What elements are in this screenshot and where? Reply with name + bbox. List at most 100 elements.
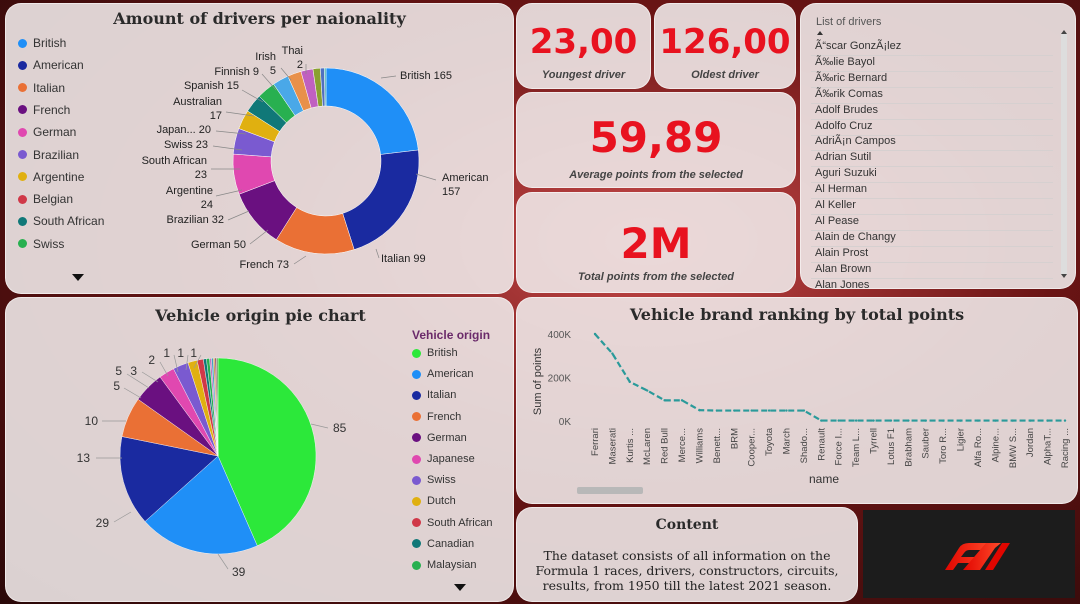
legend-item-italian[interactable]: Italian <box>18 81 65 95</box>
vehicle-legend-item-south-african[interactable]: South African <box>412 517 492 529</box>
ranking-point[interactable] <box>837 419 840 422</box>
ranking-point[interactable] <box>680 399 684 402</box>
ranking-point[interactable] <box>1028 419 1032 422</box>
horizontal-scrollbar[interactable] <box>577 487 643 494</box>
legend-item-brazilian[interactable]: Brazilian <box>18 148 79 162</box>
driver-list-item[interactable]: Al Herman <box>811 183 1053 200</box>
vehicle-legend-item-italian[interactable]: Italian <box>412 389 456 401</box>
leader-line <box>185 354 189 371</box>
legend-item-south-african[interactable]: South African <box>18 214 104 228</box>
ranking-point[interactable] <box>854 419 858 422</box>
vehicle-legend-item-japanese[interactable]: Japanese <box>412 453 475 465</box>
vehicle-pie-card: Vehicle origin pie chart Vehicle origin … <box>5 297 514 602</box>
driver-list-item[interactable]: Adolf Brudes <box>811 104 1053 120</box>
driver-list-item[interactable]: Al Keller <box>811 199 1053 215</box>
vehicle-legend-item-dutch[interactable]: Dutch <box>412 495 456 507</box>
ranking-point[interactable] <box>767 409 771 412</box>
ranking-point[interactable] <box>941 419 945 422</box>
leader-line <box>375 248 380 259</box>
driver-list-item[interactable]: Ã‰ric Bernard <box>811 72 1053 88</box>
ranking-point[interactable] <box>889 419 893 422</box>
driver-list-item[interactable]: Ã‰lie Bayol <box>811 56 1053 72</box>
driver-list-item[interactable]: AdriÃ¡n Campos <box>811 135 1053 152</box>
leader-line <box>241 89 264 103</box>
pie-data-label: 10 <box>85 414 99 428</box>
ranking-point[interactable] <box>959 419 962 422</box>
vehicle-legend-item-malaysian[interactable]: Malaysian <box>412 559 477 571</box>
ranking-point[interactable] <box>611 352 614 355</box>
ranking-point[interactable] <box>872 419 875 422</box>
ranking-series-line[interactable] <box>594 333 1065 422</box>
legend-label: South African <box>427 516 493 529</box>
ranking-point[interactable] <box>976 419 980 422</box>
ranking-point[interactable] <box>663 399 666 402</box>
donut-data-label: 23 <box>195 169 207 181</box>
driver-list-item[interactable]: Alan Jones <box>811 279 1053 289</box>
donut-slice-american[interactable] <box>342 149 420 250</box>
legend-item-french[interactable]: French <box>18 103 70 117</box>
driver-list-item[interactable]: Adrian Sutil <box>811 151 1053 168</box>
driver-list-item[interactable]: Aguri Suzuki <box>811 167 1053 184</box>
driver-list-item[interactable]: Ã“scar GonzÃ¡lez <box>811 40 1053 56</box>
x-tick-label: Alfa Ro... <box>973 428 984 467</box>
pie-slice-british[interactable] <box>217 357 317 547</box>
ranking-point[interactable] <box>1011 419 1014 422</box>
pie-slice-american[interactable] <box>144 455 258 555</box>
list-scrollbar[interactable] <box>1061 30 1067 278</box>
legend-item-belgian[interactable]: Belgian <box>18 192 73 206</box>
legend-item-british[interactable]: British <box>18 36 66 50</box>
pie-slice-other[interactable] <box>216 357 219 457</box>
legend-item-swiss[interactable]: Swiss <box>18 237 64 251</box>
x-tick-label: Shado... <box>799 428 810 463</box>
ranking-point[interactable] <box>698 408 701 412</box>
vehicle-legend-title: Vehicle origin <box>412 328 491 342</box>
pie-slice-italian[interactable] <box>119 436 219 522</box>
x-tick-label: Sauber <box>921 428 932 459</box>
donut-data-label: Spanish 15 <box>184 80 239 92</box>
pie-data-label: 1 <box>177 346 184 360</box>
ranking-point[interactable] <box>593 332 597 336</box>
ranking-point[interactable] <box>820 419 823 422</box>
sort-arrow-icon[interactable] <box>817 31 823 35</box>
legend-dot <box>412 390 421 400</box>
x-tick-label: Tyrrell <box>869 428 880 454</box>
ranking-point[interactable] <box>907 419 910 422</box>
leader-line <box>415 173 437 181</box>
driver-list-item[interactable]: Alan Brown <box>811 263 1053 279</box>
legend-item-american[interactable]: American <box>18 58 84 72</box>
scroll-down-icon[interactable] <box>1061 274 1067 278</box>
ranking-point[interactable] <box>802 409 806 412</box>
ranking-point[interactable] <box>1063 419 1067 422</box>
vehicle-legend-item-german[interactable]: German <box>412 432 467 444</box>
scroll-up-icon[interactable] <box>1061 30 1067 34</box>
donut-slice-thai[interactable] <box>324 67 327 107</box>
legend-dot <box>412 539 421 549</box>
vehicle-legend-item-french[interactable]: French <box>412 411 461 423</box>
driver-list-item[interactable]: Alain Prost <box>811 247 1053 263</box>
legend-item-german[interactable]: German <box>18 125 76 139</box>
legend-item-argentine[interactable]: Argentine <box>18 170 84 184</box>
donut-data-label: British 165 <box>400 70 452 82</box>
driver-list-item[interactable]: Al Pease <box>811 215 1053 231</box>
legend-scroll-down-icon[interactable] <box>72 274 84 281</box>
driver-list-item[interactable]: Alain de Changy <box>811 231 1053 247</box>
ranking-point[interactable] <box>785 409 788 412</box>
driver-list-item[interactable]: Ã‰rik Comas <box>811 88 1053 104</box>
vehicle-legend-item-swiss[interactable]: Swiss <box>412 474 456 486</box>
vehicle-legend-item-british[interactable]: British <box>412 347 458 359</box>
average-label: Average points from the selected <box>569 169 743 181</box>
vehicle-legend-item-american[interactable]: American <box>412 368 473 380</box>
ranking-point[interactable] <box>994 419 997 422</box>
ranking-point[interactable] <box>924 419 927 422</box>
ranking-point[interactable] <box>750 409 753 412</box>
ranking-point[interactable] <box>628 380 632 384</box>
vehicle-legend-scroll-icon[interactable] <box>454 584 466 591</box>
driver-list-item[interactable]: Adolfo Cruz <box>811 120 1053 136</box>
vehicle-legend-item-canadian[interactable]: Canadian <box>412 538 474 550</box>
ranking-point[interactable] <box>715 409 719 412</box>
x-tick-label: March <box>781 428 792 454</box>
ranking-point[interactable] <box>1046 419 1049 422</box>
ranking-point[interactable] <box>646 389 649 392</box>
legend-dot <box>412 475 421 485</box>
ranking-point[interactable] <box>733 409 736 412</box>
